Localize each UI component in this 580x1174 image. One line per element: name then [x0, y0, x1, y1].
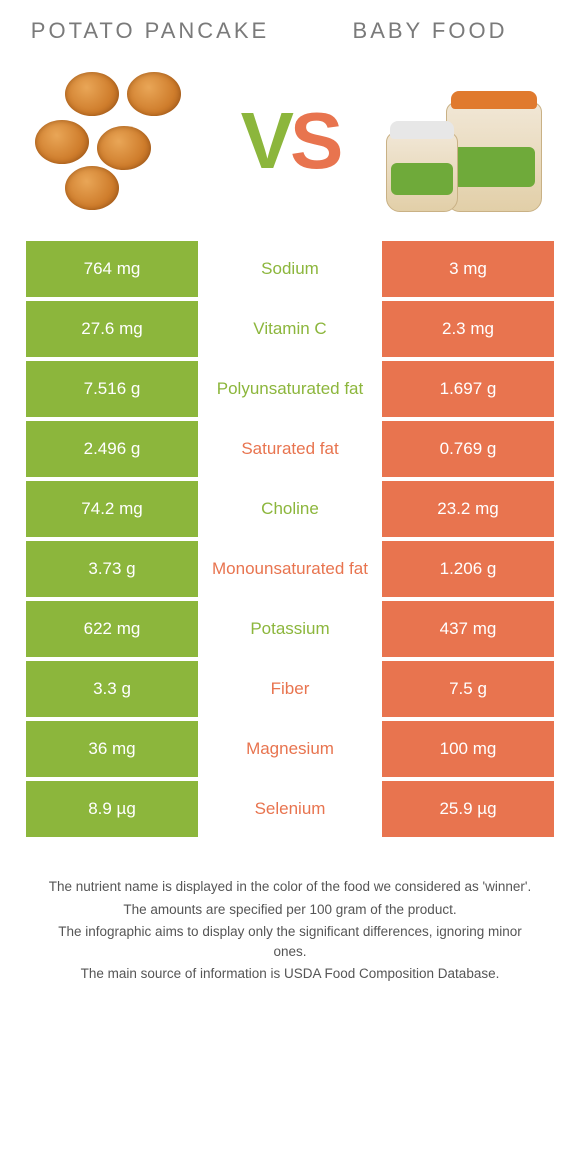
title-left: POTATO PANCAKE — [24, 18, 276, 43]
value-right: 0.769 g — [382, 421, 554, 477]
value-right: 100 mg — [382, 721, 554, 777]
footer-line: The main source of information is USDA F… — [40, 964, 540, 984]
table-row: 622 mgPotassium437 mg — [26, 601, 554, 657]
jar-lid — [390, 121, 454, 139]
vs-s: S — [290, 96, 339, 185]
value-left: 8.9 µg — [26, 781, 198, 837]
table-row: 36 mgMagnesium100 mg — [26, 721, 554, 777]
jar-lid — [451, 91, 537, 109]
vs-label: VS — [241, 95, 340, 187]
pancake-icon — [65, 72, 119, 116]
value-left: 3.73 g — [26, 541, 198, 597]
title-right: BABY FOOD — [304, 18, 556, 43]
nutrient-name: Fiber — [198, 661, 382, 717]
value-right: 7.5 g — [382, 661, 554, 717]
table-row: 74.2 mgCholine23.2 mg — [26, 481, 554, 537]
footer-line: The nutrient name is displayed in the co… — [40, 877, 540, 897]
value-left: 2.496 g — [26, 421, 198, 477]
nutrient-name: Monounsaturated fat — [198, 541, 382, 597]
jar-icon — [446, 102, 542, 212]
pancake-icon — [127, 72, 181, 116]
pancake-icon — [65, 166, 119, 210]
jar-label — [453, 147, 536, 187]
table-row: 3.73 gMonounsaturated fat1.206 g — [26, 541, 554, 597]
vs-v: V — [241, 96, 290, 185]
value-right: 2.3 mg — [382, 301, 554, 357]
value-left: 764 mg — [26, 241, 198, 297]
comparison-table: 764 mgSodium3 mg27.6 mgVitamin C2.3 mg7.… — [26, 241, 554, 837]
value-right: 1.697 g — [382, 361, 554, 417]
value-right: 3 mg — [382, 241, 554, 297]
jar-icon — [386, 132, 458, 212]
table-row: 2.496 gSaturated fat0.769 g — [26, 421, 554, 477]
table-row: 8.9 µgSelenium25.9 µg — [26, 781, 554, 837]
value-right: 23.2 mg — [382, 481, 554, 537]
jar-label — [391, 163, 453, 195]
value-right: 25.9 µg — [382, 781, 554, 837]
value-left: 3.3 g — [26, 661, 198, 717]
table-row: 3.3 gFiber7.5 g — [26, 661, 554, 717]
nutrient-name: Magnesium — [198, 721, 382, 777]
pancake-icon — [35, 120, 89, 164]
nutrient-name: Selenium — [198, 781, 382, 837]
value-left: 7.516 g — [26, 361, 198, 417]
value-left: 27.6 mg — [26, 301, 198, 357]
nutrient-name: Saturated fat — [198, 421, 382, 477]
footer-notes: The nutrient name is displayed in the co… — [40, 877, 540, 984]
table-row: 764 mgSodium3 mg — [26, 241, 554, 297]
value-left: 74.2 mg — [26, 481, 198, 537]
nutrient-name: Vitamin C — [198, 301, 382, 357]
value-right: 1.206 g — [382, 541, 554, 597]
footer-line: The infographic aims to display only the… — [40, 922, 540, 963]
value-left: 36 mg — [26, 721, 198, 777]
potato-pancake-image — [30, 61, 200, 221]
table-row: 27.6 mgVitamin C2.3 mg — [26, 301, 554, 357]
header: POTATO PANCAKE BABY FOOD — [0, 0, 580, 51]
nutrient-name: Choline — [198, 481, 382, 537]
baby-food-image — [380, 61, 550, 221]
pancake-icon — [97, 126, 151, 170]
footer-line: The amounts are specified per 100 gram o… — [40, 900, 540, 920]
images-row: VS — [0, 51, 580, 241]
nutrient-name: Sodium — [198, 241, 382, 297]
nutrient-name: Potassium — [198, 601, 382, 657]
value-left: 622 mg — [26, 601, 198, 657]
table-row: 7.516 gPolyunsaturated fat1.697 g — [26, 361, 554, 417]
nutrient-name: Polyunsaturated fat — [198, 361, 382, 417]
value-right: 437 mg — [382, 601, 554, 657]
